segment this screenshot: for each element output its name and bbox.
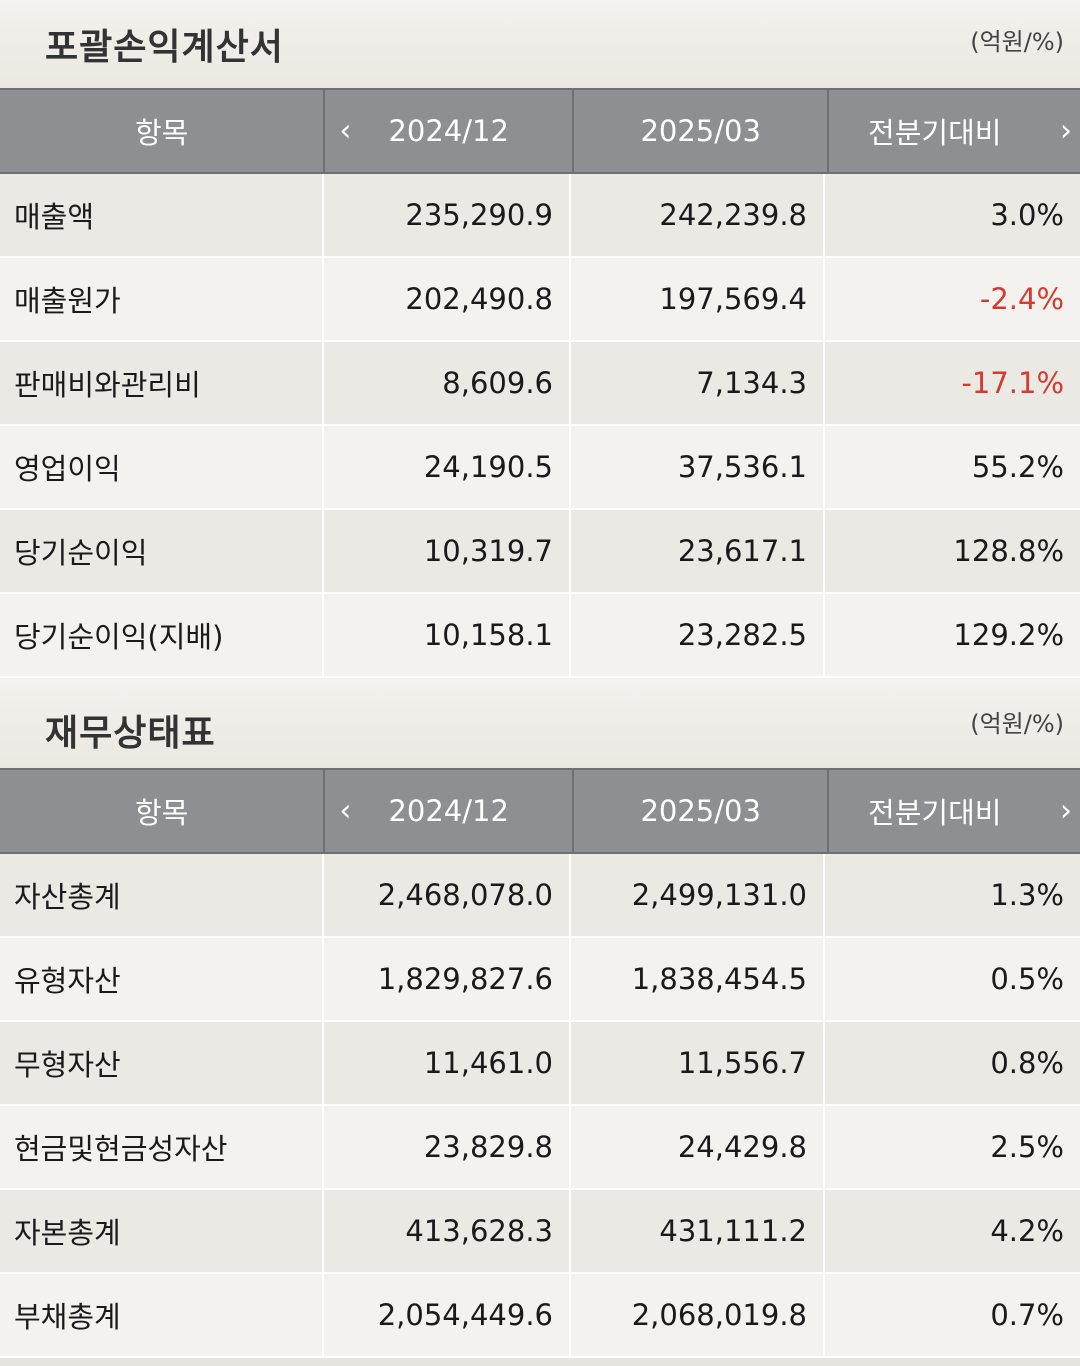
value-period-1: 1,829,827.6 [324,938,571,1020]
change-value: 2.5% [990,1130,1064,1164]
chevron-left-icon[interactable]: ‹ [339,793,352,829]
change-value: 55.2% [971,450,1064,484]
chevron-left-icon[interactable]: ‹ [339,113,352,149]
value-period-1: 413,628.3 [324,1190,571,1272]
table-body: 자산총계 2,468,078.0 2,499,131.0 1.3% 유형자산 1,829,… [0,854,1080,1358]
value-period-1: 10,158.1 [324,594,571,676]
income-statement-header: 포괄손익계산서 (억원/%) [0,0,1080,88]
value-period-1: 202,490.8 [324,258,571,340]
change-value: 3.0% [990,198,1064,232]
row-label: 판매비와관리비 [0,342,324,424]
table-header: 항목 ‹ 2024/12 2025/03 전분기대비 › [0,768,1080,854]
value-period-1: 11,461.0 [324,1022,571,1104]
value-period-2: 197,569.4 [571,258,825,340]
table-row: 매출액 235,290.9 242,239.8 3.0% [0,174,1080,258]
change-value: 4.2% [990,1214,1064,1248]
column-header-change: 전분기대비 › [829,90,1080,172]
table-row: 자본총계 413,628.3 431,111.2 4.2% [0,1190,1080,1274]
unit-label: (억원/%) [970,710,1064,738]
value-period-1: 8,609.6 [324,342,571,424]
row-label: 유형자산 [0,938,324,1020]
value-period-1: 10,319.7 [324,510,571,592]
row-label: 자산총계 [0,854,324,936]
section-title: 포괄손익계산서 [45,27,284,68]
row-label: 당기순이익 [0,510,324,592]
table-row: 영업이익 24,190.5 37,536.1 55.2% [0,426,1080,510]
value-period-2: 23,282.5 [571,594,825,676]
value-period-2: 11,556.7 [571,1022,825,1104]
value-period-2: 37,536.1 [571,426,825,508]
table-row: 당기순이익(지배) 10,158.1 23,282.5 129.2% [0,594,1080,678]
value-period-2: 431,111.2 [571,1190,825,1272]
change-value: 128.8% [953,534,1064,568]
row-label: 매출액 [0,174,324,256]
value-period-1: 2,468,078.0 [324,854,571,936]
column-header-change: 전분기대비 › [829,770,1080,852]
balance-sheet-header: 재무상태표 (억원/%) [0,678,1080,768]
table-row: 매출원가 202,490.8 197,569.4 -2.4% [0,258,1080,342]
column-header-period-2: 2025/03 [574,90,830,172]
row-label: 자본총계 [0,1190,324,1272]
table-row: 유형자산 1,829,827.6 1,838,454.5 0.5% [0,938,1080,1022]
chevron-right-icon[interactable]: › [1060,113,1072,149]
value-period-1: 24,190.5 [324,426,571,508]
change-value: 0.7% [990,1298,1064,1332]
balance-sheet-section: 재무상태표 (억원/%) 항목 ‹ 2024/12 2025/03 전분기대비 … [0,678,1080,1358]
income-statement-section: 포괄손익계산서 (억원/%) 항목 ‹ 2024/12 2025/03 전분기대… [0,0,1080,678]
value-period-1: 2,054,449.6 [324,1274,571,1356]
column-header-item: 항목 [0,90,326,172]
column-header-item: 항목 [0,770,326,852]
change-value: -2.4% [979,282,1064,316]
column-header-period-1: ‹ 2024/12 [325,770,574,852]
value-period-2: 7,134.3 [571,342,825,424]
value-period-2: 24,429.8 [571,1106,825,1188]
row-label: 매출원가 [0,258,324,340]
value-period-2: 23,617.1 [571,510,825,592]
value-period-2: 2,068,019.8 [571,1274,825,1356]
change-value: 0.8% [990,1046,1064,1080]
value-period-2: 242,239.8 [571,174,825,256]
table-row: 무형자산 11,461.0 11,556.7 0.8% [0,1022,1080,1106]
row-label: 영업이익 [0,426,324,508]
column-header-period-1: ‹ 2024/12 [325,90,574,172]
row-label: 당기순이익(지배) [0,594,324,676]
change-value: 0.5% [990,962,1064,996]
change-value: 1.3% [990,878,1064,912]
chevron-right-icon[interactable]: › [1060,793,1072,829]
value-period-1: 23,829.8 [324,1106,571,1188]
value-period-1: 235,290.9 [324,174,571,256]
row-label: 무형자산 [0,1022,324,1104]
row-label: 현금및현금성자산 [0,1106,324,1188]
unit-label: (억원/%) [970,28,1064,56]
value-period-2: 2,499,131.0 [571,854,825,936]
table-row: 현금및현금성자산 23,829.8 24,429.8 2.5% [0,1106,1080,1190]
change-value: 129.2% [953,618,1064,652]
table-body: 매출액 235,290.9 242,239.8 3.0% 매출원가 202,490.8 19… [0,174,1080,678]
column-header-label: 2024/12 [388,114,509,148]
table-row: 자산총계 2,468,078.0 2,499,131.0 1.3% [0,854,1080,938]
value-period-2: 1,838,454.5 [571,938,825,1020]
row-label: 부채총계 [0,1274,324,1356]
column-header-label: 2024/12 [388,794,509,828]
column-header-label: 전분기대비 [868,116,1002,150]
column-header-period-2: 2025/03 [574,770,830,852]
table-row: 당기순이익 10,319.7 23,617.1 128.8% [0,510,1080,594]
table-row: 부채총계 2,054,449.6 2,068,019.8 0.7% [0,1274,1080,1358]
table-row: 판매비와관리비 8,609.6 7,134.3 -17.1% [0,342,1080,426]
column-header-label: 전분기대비 [868,796,1002,830]
table-header: 항목 ‹ 2024/12 2025/03 전분기대비 › [0,88,1080,174]
change-value: -17.1% [961,366,1064,400]
section-title: 재무상태표 [45,713,216,754]
